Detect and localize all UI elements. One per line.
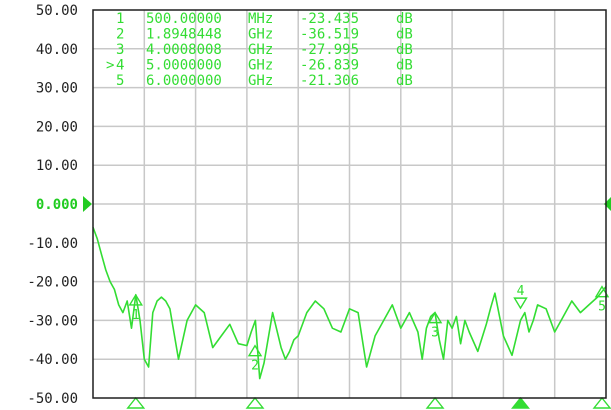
marker-layer: 1 2 3 4 5 [128,284,610,374]
marker-table-row-2-value: -36.519 [300,27,359,43]
y-tick-label: 10.00 [36,158,78,174]
marker-5-number: 5 [598,300,606,315]
marker-3-number: 3 [431,326,439,341]
marker-table-row-1-id: 1 [116,11,124,27]
bottom-indicator-1 [126,396,146,409]
plot-frame [92,9,607,399]
y-tick-label: -10.00 [27,236,78,252]
bottom-marker-indicators [126,396,611,409]
reference-indicators [83,196,611,212]
y-tick-label: -20.00 [27,275,78,291]
marker-table-row-5-db: dB [396,73,413,89]
marker-table-row-5-freq: 6.0000000 [146,73,222,89]
marker-5-triangle [594,285,610,298]
reference-level-label: 0.000 [36,197,78,213]
marker-4-triangle [513,297,528,310]
marker-table-row-3-id: 3 [116,42,124,58]
y-tick-label: 40.00 [36,42,78,58]
marker-table-row-1-unit: MHz [248,11,273,27]
trace-layer [92,227,607,380]
y-tick-labels: 50.00 40.00 30.00 20.00 10.00 0.000 -10.00 -20.… [27,3,78,407]
trace-line [92,227,607,380]
reference-arrow-right [604,197,611,211]
marker-table-row-4-freq: 5.0000000 [146,58,222,74]
marker-table-row-5-unit: GHz [248,73,273,89]
y-tick-label: -40.00 [27,352,78,368]
marker-table-row-1-db: dB [396,11,413,27]
marker-table-row-5-id: 5 [116,73,124,89]
marker-table: 1 500.00000 MHz -23.435 dB 2 1.8948448 GHz -36.5… [106,11,413,89]
y-tick-label: -30.00 [27,313,78,329]
marker-table-row-1-value: -23.435 [300,11,359,27]
marker-1-number: 1 [132,308,140,323]
y-tick-label: -50.00 [27,391,78,407]
bottom-indicator-2 [245,396,265,409]
marker-table-row-2-id: 2 [116,27,124,43]
y-tick-label: 30.00 [36,81,78,97]
marker-table-row-2-unit: GHz [248,27,273,43]
marker-table-row-2-db: dB [396,27,413,43]
bottom-indicator-5 [592,396,611,409]
marker-2-number: 2 [251,359,259,374]
marker-table-row-3-unit: GHz [248,42,273,58]
marker-table-row-3-db: dB [396,42,413,58]
marker-table-row-4-value: -26.839 [300,58,359,74]
marker-2-triangle [247,344,263,357]
marker-table-row-4-db: dB [396,58,413,74]
marker-table-row-4-prefix: > [106,58,114,74]
marker-table-row-4-id: 4 [116,58,124,74]
bottom-indicator-3 [425,396,445,409]
marker-table-row-5-value: -21.306 [300,73,359,89]
marker-4-number: 4 [517,284,525,299]
reference-arrow-left [83,196,92,212]
marker-table-row-4-unit: GHz [248,58,273,74]
marker-table-row-1-freq: 500.00000 [146,11,222,27]
marker-table-row-2-freq: 1.8948448 [146,27,222,43]
marker-table-row-3-value: -27.995 [300,42,359,58]
marker-1-triangle [128,293,143,306]
y-tick-label: 50.00 [36,3,78,19]
marker-3-triangle [427,311,443,324]
grid [93,10,606,398]
y-tick-label: 20.00 [36,119,78,135]
bottom-indicator-4 [511,396,530,409]
marker-table-row-3-freq: 4.0008008 [146,42,222,58]
